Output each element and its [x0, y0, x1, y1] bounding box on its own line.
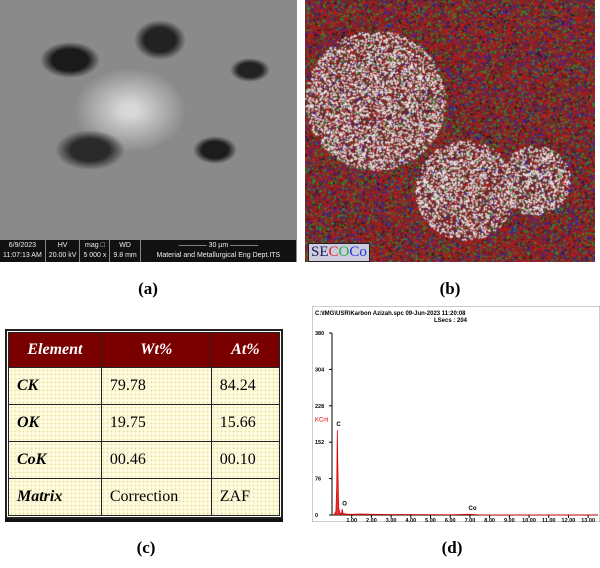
x-tick-label: 6.00	[445, 518, 456, 522]
map-legend-c: C	[328, 244, 339, 260]
cell-at: 15.66	[210, 404, 281, 442]
peak-label: C	[336, 422, 341, 428]
header-element: Element	[8, 332, 102, 368]
cell-wt: 19.75	[100, 404, 212, 442]
sem-bar-cell: WD 9.8 mm	[110, 240, 141, 262]
x-tick-label: 11.00	[542, 518, 555, 522]
sem-info-bar: 6/9/2023 11:07:13 AM HV 20.00 kV mag □ 5 000 …	[0, 240, 297, 262]
map-legend-o: O	[338, 244, 350, 260]
table-row: CoK 00.46 00.10	[8, 441, 281, 479]
chart-subtitle: LSecs : 204	[434, 318, 468, 324]
chart-frame	[312, 306, 600, 522]
sem-bar-cell: ———— 30 µm ———— Material and Metallurgica…	[141, 240, 297, 262]
sem-bar-text: 9.8 mm	[113, 252, 137, 259]
x-tick-label: 4.00	[405, 518, 416, 522]
y-tick-label: 0	[315, 513, 318, 519]
panel-label-a: (a)	[138, 279, 158, 298]
cell-at: ZAF	[210, 478, 281, 516]
sem-bar-cell: HV 20.00 kV	[46, 240, 81, 262]
cell-element: CoK	[8, 441, 102, 479]
x-tick-label: 3.00	[386, 518, 397, 522]
x-tick-label: 5.00	[425, 518, 436, 522]
x-tick-label: 2.00	[366, 518, 377, 522]
cell-wt: 00.46	[100, 441, 212, 479]
cell-at: 84.24	[210, 367, 281, 405]
cell-element: Matrix	[8, 478, 102, 516]
x-tick-label: 10.00	[522, 518, 536, 522]
sem-bar-text: HV	[57, 242, 68, 249]
sem-bar-text: WD	[119, 242, 131, 249]
y-tick-label: 76	[315, 477, 321, 483]
header-at: At%	[210, 332, 281, 368]
panel-label-d: (d)	[441, 538, 463, 557]
spectrum-series	[333, 430, 599, 516]
panel-label-b: (b)	[439, 279, 461, 298]
sem-bar-cell: 6/9/2023 11:07:13 AM	[0, 240, 46, 262]
eds-spectrum-chart: C:\IMG\USR\Karbon Azizah.spc 09-Jun-2023…	[312, 306, 600, 522]
table-row: CK 79.78 84.24	[8, 367, 281, 405]
sem-bar-text: Material and Metallurgical Eng Dept.ITS	[156, 252, 281, 259]
map-legend-co: Co	[349, 244, 367, 260]
sem-bar-text: 6/9/2023	[8, 242, 37, 249]
composition-table: Element Wt% At% CK 79.78 84.24 OK 19.75 15.66…	[5, 329, 283, 519]
table-underline	[5, 519, 283, 522]
y-tick-label: 152	[315, 440, 324, 446]
x-tick-label: 13.00	[581, 518, 595, 522]
peak-label: Co	[469, 506, 477, 512]
sem-micrograph	[0, 0, 297, 262]
sem-bar-text: 5 000 x	[83, 252, 107, 259]
x-tick-label: 8.00	[484, 518, 495, 522]
cell-element: CK	[8, 367, 102, 405]
table-row: OK 19.75 15.66	[8, 404, 281, 442]
map-legend-se: SE	[311, 244, 329, 260]
map-legend: SECOCo	[308, 243, 370, 262]
y-tick-label: 304	[315, 367, 325, 373]
panel-label-c: (c)	[136, 538, 156, 557]
x-tick-label: 7.00	[465, 518, 476, 522]
y-tick-label: 228	[315, 404, 324, 410]
header-wt: Wt%	[100, 332, 212, 368]
eds-element-map	[305, 0, 595, 262]
sem-bar-text: ———— 30 µm ————	[178, 242, 259, 249]
cell-wt: 79.78	[100, 367, 212, 405]
sem-bar-cell: mag □ 5 000 x	[80, 240, 111, 262]
x-tick-label: 12.00	[562, 518, 576, 522]
sem-bar-text: mag □	[85, 242, 105, 249]
cell-element: OK	[8, 404, 102, 442]
x-tick-label: 9.00	[504, 518, 515, 522]
cell-at: 00.10	[210, 441, 281, 479]
sem-bar-text: 20.00 kV	[48, 252, 77, 259]
chart-title: C:\IMG\USR\Karbon Azizah.spc 09-Jun-2023…	[315, 311, 466, 317]
y-axis-label: KCnt	[315, 418, 329, 424]
x-tick-label: 1.00	[346, 518, 357, 522]
sem-bar-text: 11:07:13 AM	[3, 252, 42, 259]
cell-wt: Correction	[100, 478, 212, 516]
peak-label: O	[342, 501, 347, 507]
table-row: Matrix Correction ZAF	[8, 478, 281, 516]
y-tick-label: 380	[315, 331, 324, 337]
